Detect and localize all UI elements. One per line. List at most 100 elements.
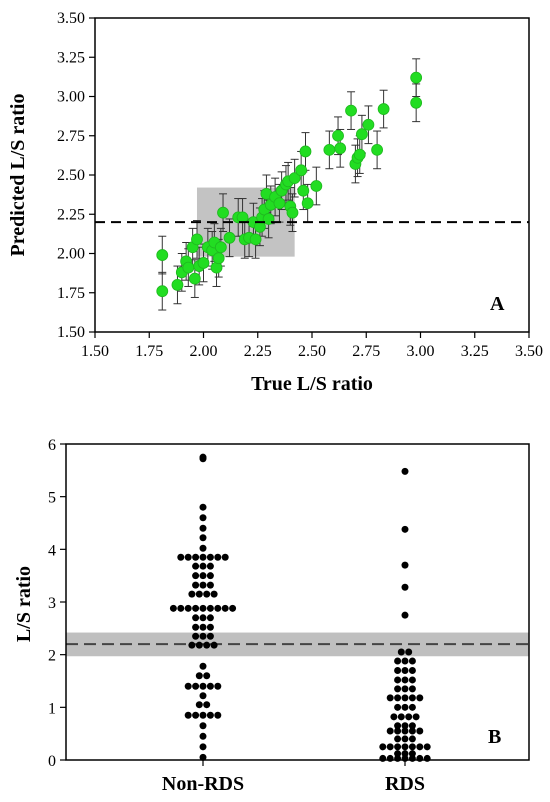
y-tick-label: 3: [48, 595, 56, 612]
y-tick-label: 2.50: [57, 167, 85, 184]
data-point: [199, 632, 207, 640]
data-point: [394, 694, 402, 702]
data-point: [423, 743, 431, 751]
data-point: [199, 581, 207, 589]
data-point: [345, 104, 357, 117]
data-point: [192, 604, 200, 612]
panel-b-y-ticks: 0 1 2 3 4 5 6: [48, 437, 406, 770]
category-label-non-rds: Non-RDS: [162, 773, 244, 795]
data-point: [379, 743, 387, 751]
data-point: [195, 590, 203, 598]
data-point: [206, 572, 214, 580]
data-point: [423, 754, 431, 762]
data-point: [206, 623, 214, 631]
y-tick-label: 3.50: [57, 10, 85, 27]
panel-a-scatter-plot: 1.50 1.75 2.00 2.25 2.50 2.75 3.00 3.25 3.50 1.5…: [7, 10, 543, 395]
panel-a-y-axis-label: Predicted L/S ratio: [7, 94, 29, 257]
data-point: [206, 632, 214, 640]
data-point: [394, 735, 402, 743]
x-tick-label: 3.50: [515, 343, 543, 360]
data-point: [192, 711, 200, 719]
data-point: [184, 553, 192, 561]
data-point: [199, 572, 207, 580]
data-point: [394, 727, 402, 735]
x-tick-label: 2.75: [352, 343, 380, 360]
data-point: [229, 604, 237, 612]
data-point: [199, 662, 207, 670]
data-point: [206, 682, 214, 690]
data-point: [195, 672, 203, 680]
data-point: [199, 623, 207, 631]
data-point: [297, 184, 310, 197]
data-point: [192, 572, 200, 580]
data-point: [192, 581, 200, 589]
data-point: [177, 604, 185, 612]
data-point: [288, 172, 301, 185]
data-point: [401, 467, 409, 475]
data-point: [401, 561, 409, 569]
data-point: [394, 703, 402, 711]
data-point: [394, 685, 402, 693]
y-tick-label: 2.25: [57, 206, 85, 223]
data-point: [192, 682, 200, 690]
y-tick-label: 1.75: [57, 285, 85, 302]
data-point: [156, 285, 169, 298]
data-point: [408, 666, 416, 674]
panel-a-y-ticks: 1.50 1.75 2.00 2.25 2.50 2.75 3.00 3.25 3.50: [57, 10, 95, 341]
data-point: [210, 590, 218, 598]
data-point: [408, 743, 416, 751]
data-point: [199, 711, 207, 719]
panel-b-categories: Non-RDS RDS: [162, 773, 425, 795]
data-point: [156, 249, 169, 261]
data-point: [408, 735, 416, 743]
data-point: [214, 682, 222, 690]
data-point: [362, 118, 375, 131]
y-tick-label: 2.75: [57, 128, 85, 145]
data-point: [390, 713, 398, 721]
panel-a-label: A: [490, 293, 505, 315]
data-point: [386, 754, 394, 762]
y-tick-label: 1.50: [57, 324, 85, 341]
data-point: [397, 713, 405, 721]
data-point: [301, 197, 314, 210]
data-point: [199, 692, 207, 700]
data-point: [199, 503, 207, 511]
data-point: [212, 252, 225, 265]
data-point: [203, 590, 211, 598]
data-point: [394, 722, 402, 730]
panel-b-shaded-band: [66, 632, 529, 657]
x-tick-label: 2.00: [190, 343, 218, 360]
data-point: [199, 514, 207, 522]
data-point: [401, 727, 409, 735]
data-point: [217, 206, 229, 219]
data-point: [199, 524, 207, 532]
data-point: [410, 71, 423, 84]
data-point: [401, 694, 409, 702]
data-point: [386, 743, 394, 751]
data-point: [401, 735, 409, 743]
data-point: [206, 581, 214, 589]
data-point: [199, 722, 207, 730]
data-point: [214, 711, 222, 719]
data-point: [273, 197, 286, 210]
data-point: [408, 754, 416, 762]
data-point: [192, 614, 200, 622]
category-label-rds: RDS: [385, 773, 425, 795]
data-point: [405, 713, 413, 721]
y-tick-label: 4: [48, 542, 56, 559]
panel-a-x-ticks: 1.50 1.75 2.00 2.25 2.50 2.75 3.00 3.25 3.50: [81, 332, 543, 360]
data-point: [203, 701, 211, 709]
data-point: [416, 754, 424, 762]
data-point: [310, 180, 323, 192]
panel-b-plot-frame: [65, 443, 530, 761]
data-point: [188, 590, 196, 598]
y-tick-label: 2.00: [57, 246, 85, 263]
data-point: [408, 694, 416, 702]
data-point: [223, 231, 236, 244]
panel-a-points: [156, 58, 423, 311]
data-point: [408, 703, 416, 711]
data-point: [394, 754, 402, 762]
data-point: [408, 727, 416, 735]
data-point: [206, 562, 214, 570]
data-point: [377, 103, 390, 115]
